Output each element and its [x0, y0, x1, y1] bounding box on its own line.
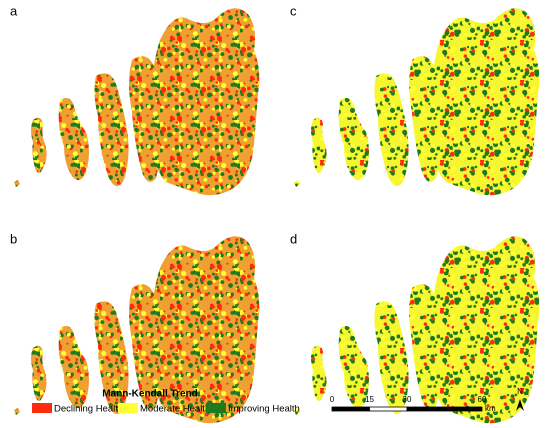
scale-segment [406, 406, 483, 412]
map-panel: a [10, 3, 260, 196]
scale-tick-label: 15 [365, 395, 374, 404]
scale-tick-label: 0 [330, 395, 335, 404]
map [294, 8, 540, 196]
scale-segment [331, 406, 370, 412]
legend-swatch [118, 403, 138, 413]
map-panel: c [290, 3, 540, 196]
scale-segment [369, 406, 408, 412]
legend-swatch [206, 403, 226, 413]
legend-title: Mann-Kendall Trend [102, 389, 198, 400]
scale-unit: km [485, 404, 496, 413]
legend-label: Moderate Health [140, 404, 210, 415]
legend-label: Improving Health [228, 404, 300, 415]
map-panel: b [10, 231, 260, 424]
panel-label: c [290, 3, 297, 18]
legend-label: Declining Health [54, 404, 123, 415]
north-arrow-shape [516, 399, 524, 411]
scale-tick-label: 60 [478, 395, 487, 404]
scale-tick-label: 30 [403, 395, 412, 404]
panel-label: a [10, 3, 18, 18]
map-panels: a b c d [10, 3, 540, 424]
map-panel: d [290, 231, 540, 424]
legend-swatch [32, 403, 52, 413]
legend: Declining Health Moderate Health Improving… [32, 403, 300, 415]
north-arrow: N [516, 387, 524, 411]
panel-label: d [290, 231, 297, 246]
map [14, 8, 260, 196]
north-label: N [517, 387, 523, 396]
panel-label: b [10, 231, 17, 246]
